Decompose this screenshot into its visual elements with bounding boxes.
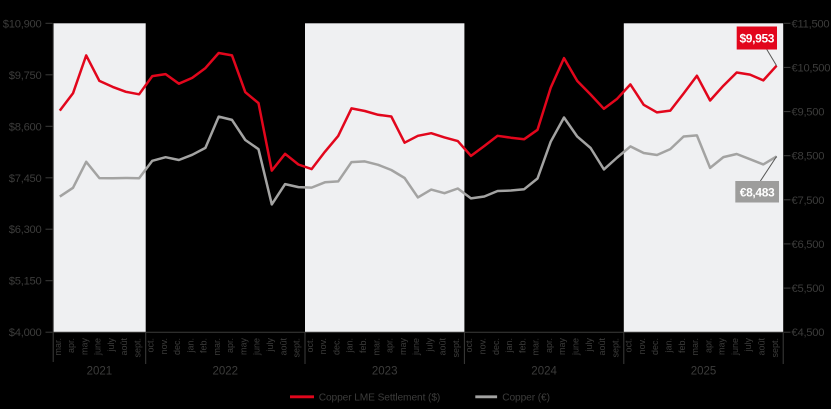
svg-text:june: june (252, 338, 262, 356)
svg-text:2022: 2022 (213, 366, 239, 378)
svg-text:$5,150: $5,150 (9, 276, 42, 288)
svg-text:€9,500: €9,500 (792, 107, 825, 119)
svg-text:août: août (119, 338, 129, 356)
svg-text:apr.: apr. (66, 338, 76, 353)
svg-text:$9,953: $9,953 (739, 32, 774, 46)
svg-text:2025: 2025 (691, 366, 717, 378)
svg-text:dec.: dec. (650, 338, 660, 355)
svg-text:may: may (79, 338, 89, 356)
svg-text:apr.: apr. (703, 338, 713, 353)
svg-text:nov.: nov. (159, 338, 169, 354)
svg-text:june: june (411, 338, 421, 356)
svg-text:2024: 2024 (531, 366, 557, 378)
svg-text:jan.: jan. (185, 338, 195, 354)
svg-text:août: août (597, 338, 607, 356)
svg-text:nov.: nov. (478, 338, 488, 354)
svg-text:Copper (€): Copper (€) (502, 392, 550, 403)
svg-text:may: may (239, 338, 249, 356)
svg-text:may: may (398, 338, 408, 356)
svg-text:sept.: sept. (132, 338, 142, 358)
svg-text:jan.: jan. (345, 338, 355, 354)
svg-text:€4,500: €4,500 (792, 327, 825, 339)
svg-text:août: août (757, 338, 767, 356)
svg-text:may: may (717, 338, 727, 356)
svg-text:mar.: mar. (531, 338, 541, 356)
svg-text:2023: 2023 (372, 366, 398, 378)
svg-text:feb.: feb. (677, 338, 687, 353)
svg-text:july: july (424, 338, 434, 353)
svg-text:€7,500: €7,500 (792, 195, 825, 207)
svg-text:jan.: jan. (664, 338, 674, 354)
svg-text:dec.: dec. (331, 338, 341, 355)
svg-text:nov.: nov. (318, 338, 328, 354)
svg-text:$8,600: $8,600 (9, 121, 42, 133)
svg-text:june: june (571, 338, 581, 356)
svg-text:oct.: oct. (624, 338, 634, 353)
svg-text:apr.: apr. (544, 338, 554, 353)
svg-text:nov.: nov. (637, 338, 647, 354)
svg-text:mar.: mar. (371, 338, 381, 356)
svg-text:$6,300: $6,300 (9, 224, 42, 236)
svg-text:$4,000: $4,000 (9, 327, 42, 339)
svg-text:july: july (106, 338, 116, 353)
svg-text:sept.: sept. (451, 338, 461, 358)
svg-text:$7,450: $7,450 (9, 173, 42, 185)
svg-text:mar.: mar. (690, 338, 700, 356)
svg-text:€6,500: €6,500 (792, 239, 825, 251)
svg-text:jan.: jan. (504, 338, 514, 354)
svg-text:dec.: dec. (491, 338, 501, 355)
svg-text:feb.: feb. (517, 338, 527, 353)
svg-text:july: july (265, 338, 275, 353)
svg-text:€8,483: €8,483 (740, 186, 775, 200)
svg-text:feb.: feb. (358, 338, 368, 353)
svg-text:oct.: oct. (305, 338, 315, 353)
svg-text:may: may (557, 338, 567, 356)
svg-text:mar.: mar. (212, 338, 222, 356)
svg-text:€10,500: €10,500 (792, 62, 831, 74)
svg-text:dec.: dec. (172, 338, 182, 355)
svg-text:sept.: sept. (770, 338, 780, 358)
svg-text:Copper LME Settlement ($): Copper LME Settlement ($) (319, 392, 441, 403)
svg-text:apr.: apr. (385, 338, 395, 353)
svg-text:$9,750: $9,750 (9, 70, 42, 82)
svg-text:août: août (278, 338, 288, 356)
svg-text:mar.: mar. (53, 338, 63, 356)
svg-text:€11,500: €11,500 (792, 18, 830, 30)
svg-text:2021: 2021 (87, 366, 113, 378)
svg-text:oct.: oct. (146, 338, 156, 353)
svg-text:june: june (93, 338, 103, 356)
svg-text:feb.: feb. (199, 338, 209, 353)
svg-text:oct.: oct. (464, 338, 474, 353)
svg-text:apr.: apr. (225, 338, 235, 353)
svg-text:$10,900: $10,900 (3, 18, 42, 30)
svg-text:€8,500: €8,500 (792, 151, 825, 163)
svg-text:€5,500: €5,500 (792, 283, 825, 295)
svg-text:july: july (743, 338, 753, 353)
svg-text:july: july (584, 338, 594, 353)
svg-text:août: août (438, 338, 448, 356)
svg-text:sept.: sept. (610, 338, 620, 358)
svg-text:sept.: sept. (292, 338, 302, 358)
svg-text:june: june (730, 338, 740, 356)
